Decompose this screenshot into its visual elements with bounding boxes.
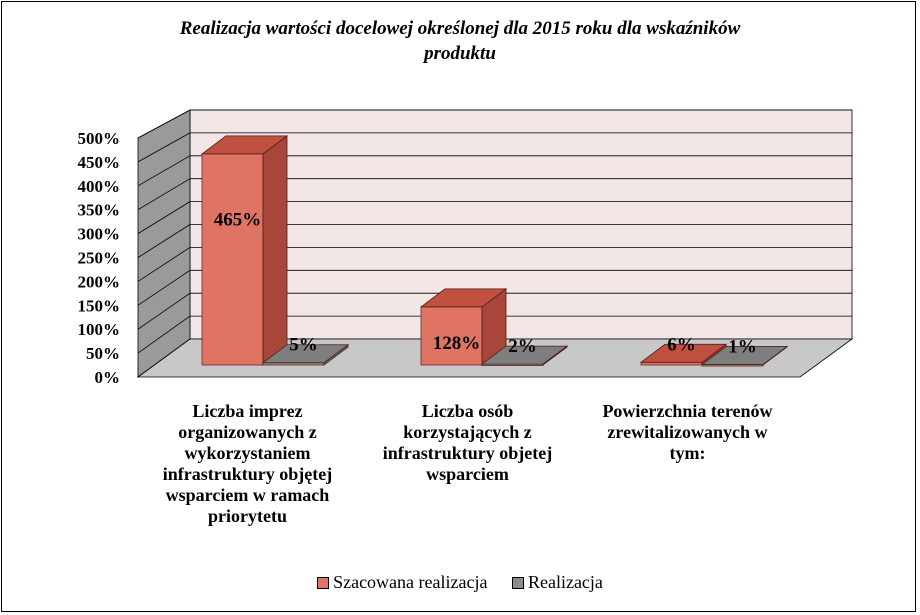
y-tick-label: 50% bbox=[86, 344, 120, 363]
y-tick-label: 100% bbox=[78, 320, 121, 339]
legend-label-estimated: Szacowana realizacja bbox=[333, 572, 487, 593]
y-tick-label: 450% bbox=[78, 153, 121, 172]
y-tick-label: 150% bbox=[78, 296, 121, 315]
category-label-2: Liczba osób korzystających z infrastrukt… bbox=[360, 401, 575, 485]
legend-item-realization: Realizacja bbox=[512, 572, 603, 593]
legend: Szacowana realizacja Realizacja bbox=[0, 572, 920, 594]
bar-front bbox=[202, 154, 263, 365]
category-label-1: Liczba imprez organizowanych z wykorzyst… bbox=[140, 401, 355, 527]
data-label: 5% bbox=[289, 335, 318, 356]
y-tick-label: 250% bbox=[78, 249, 121, 268]
y-tick-label: 0% bbox=[95, 368, 121, 387]
legend-swatch-estimated bbox=[317, 577, 329, 589]
y-tick-label: 400% bbox=[78, 177, 121, 196]
side-wall bbox=[138, 110, 190, 377]
data-label: 2% bbox=[508, 336, 537, 357]
data-label: 6% bbox=[667, 334, 696, 355]
data-label: 128% bbox=[433, 333, 481, 354]
y-tick-label: 300% bbox=[78, 225, 121, 244]
data-label: 1% bbox=[728, 337, 757, 358]
legend-swatch-realization bbox=[512, 577, 524, 589]
legend-label-realization: Realizacja bbox=[528, 572, 603, 593]
y-tick-label: 500% bbox=[78, 129, 121, 148]
legend-item-estimated: Szacowana realizacja bbox=[317, 572, 487, 593]
category-label-3: Powierzchnia terenów zrewitalizowanych w… bbox=[575, 401, 800, 464]
y-tick-label: 200% bbox=[78, 272, 121, 291]
bar-side bbox=[263, 136, 287, 365]
y-tick-label: 350% bbox=[78, 201, 121, 220]
bar-front bbox=[641, 362, 702, 365]
data-label: 465% bbox=[214, 209, 262, 230]
